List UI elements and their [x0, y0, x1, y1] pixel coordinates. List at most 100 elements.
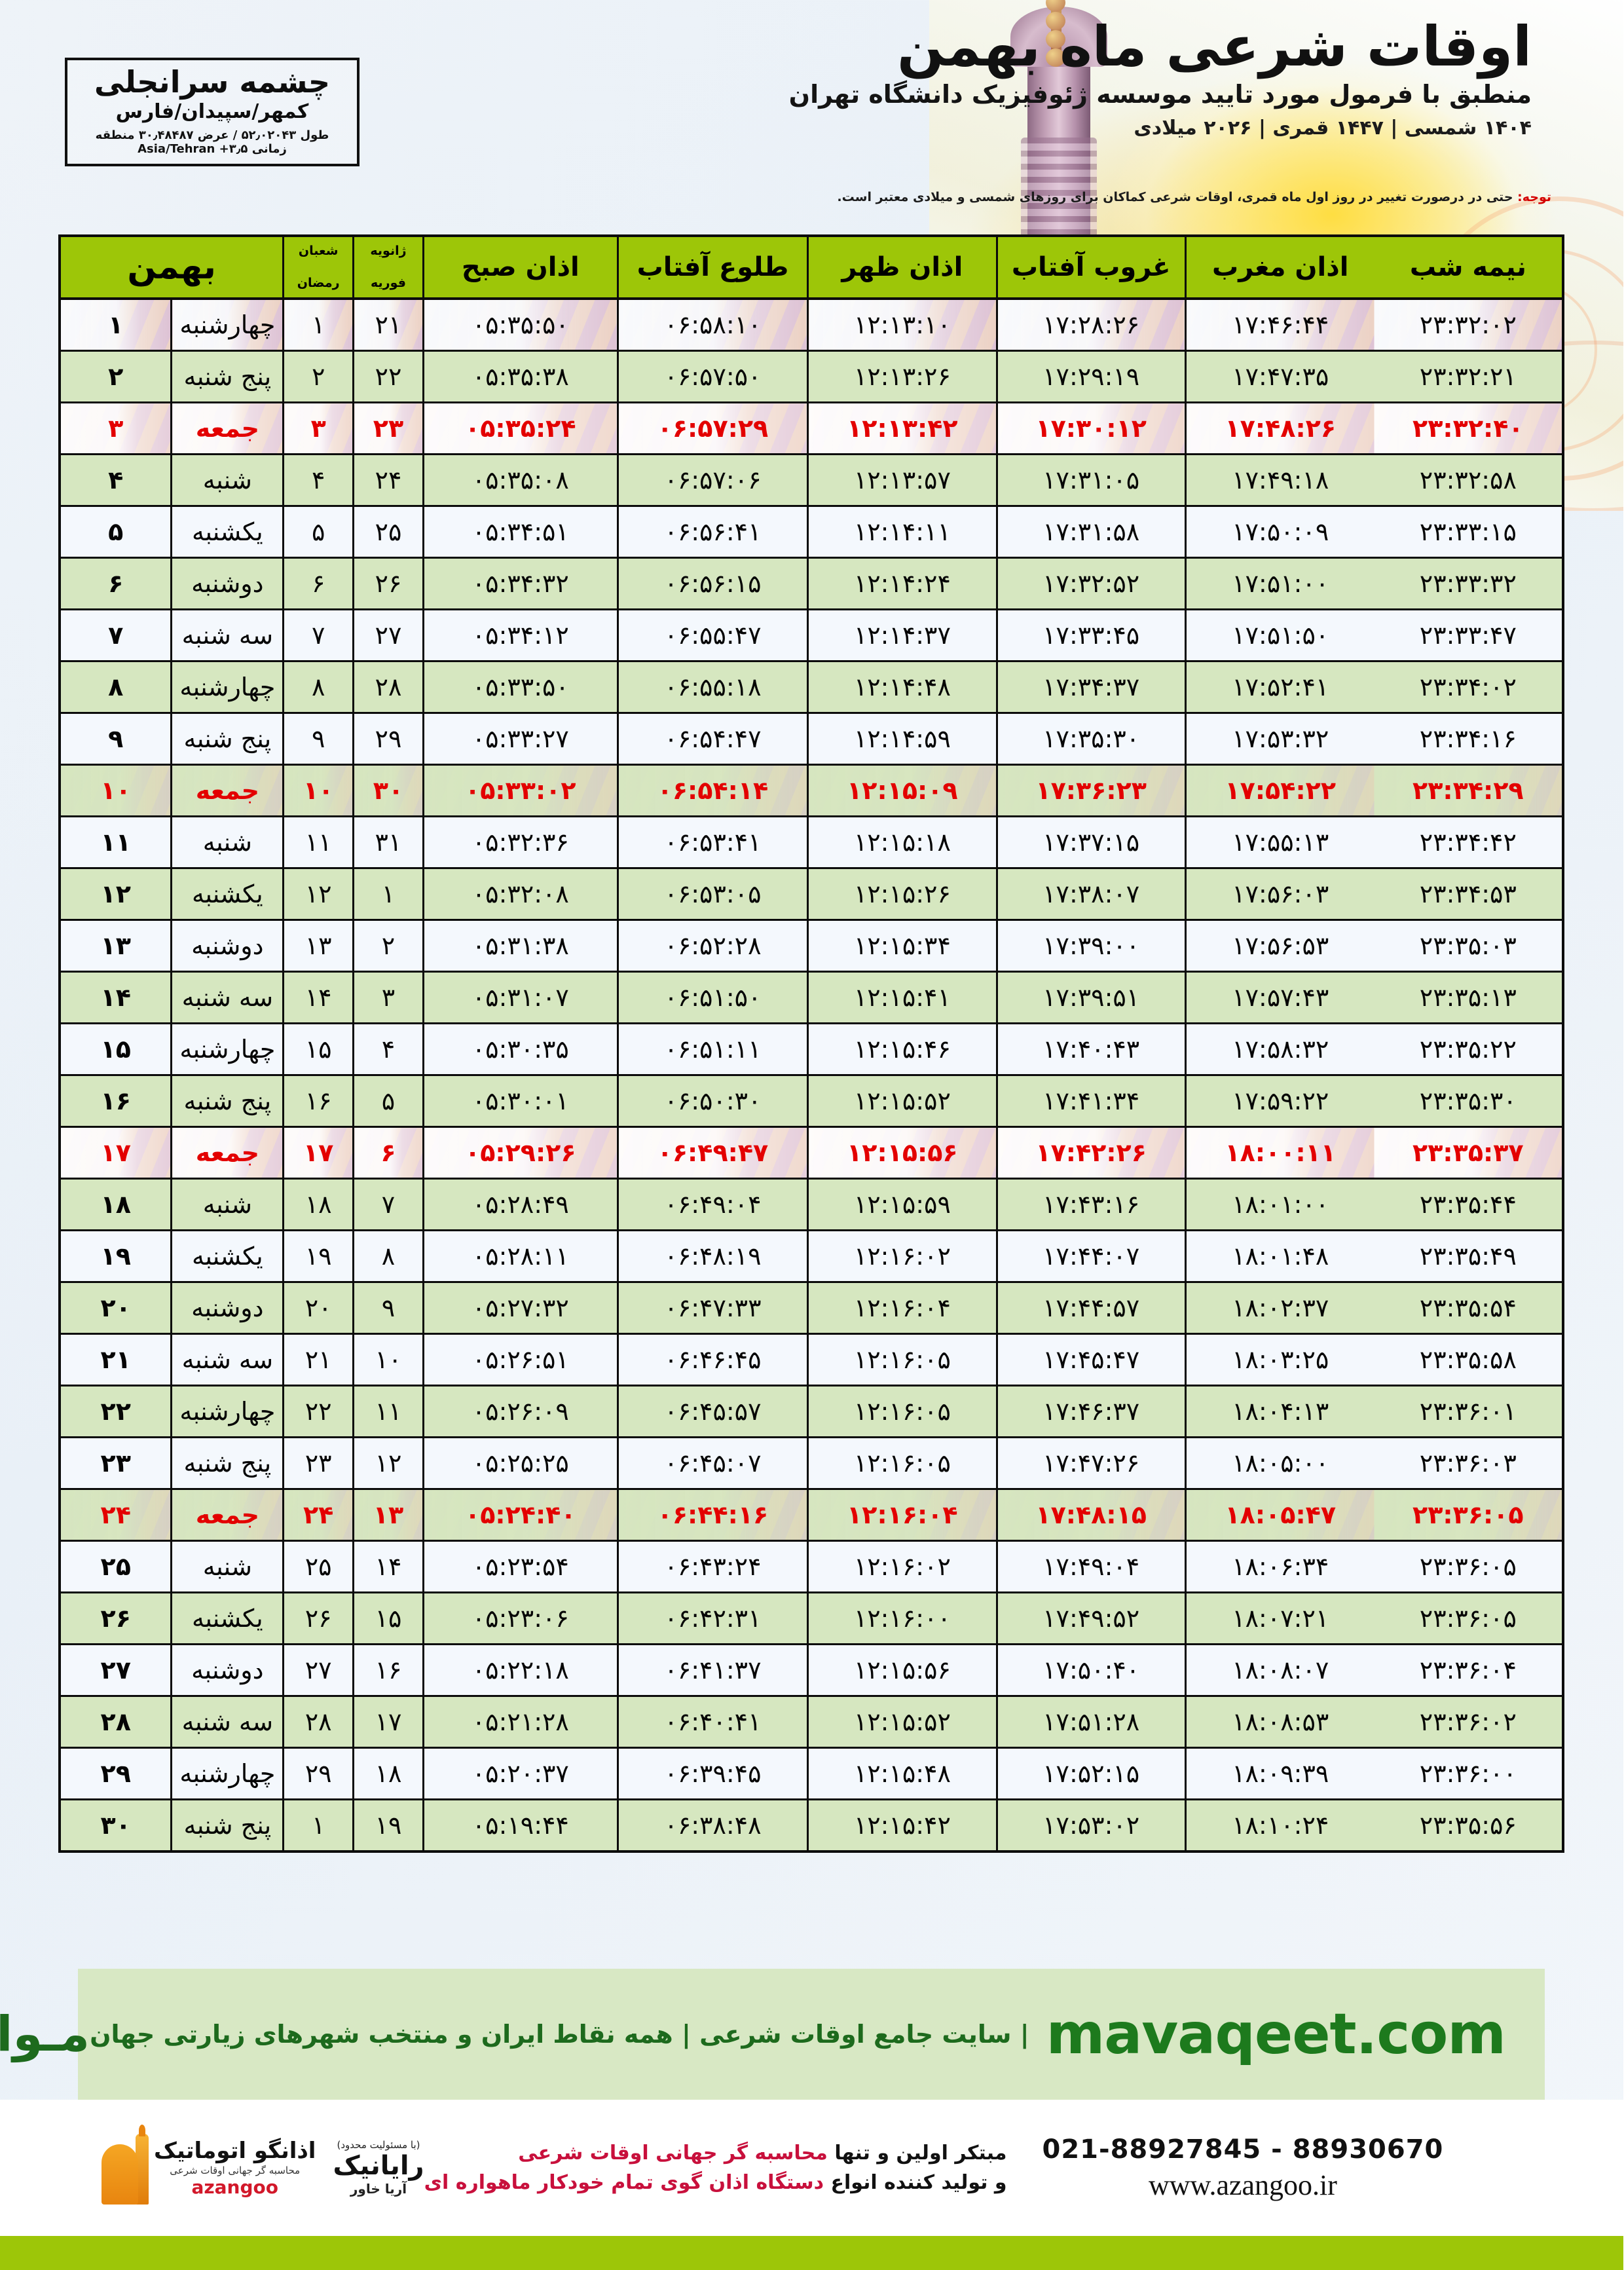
cell-tolou: ۰۶:۵۳:۰۵	[617, 868, 809, 921]
table-row: ۲۳:۳۶:۰۱ ۱۸:۰۴:۱۳ ۱۷:۴۶:۳۷ ۱۲:۱۶:۰۵ ۰۶:۴۵:۵۷…	[59, 1385, 1564, 1438]
cell-weekday: شنبه	[171, 1540, 284, 1593]
cell-nimeshab: ۲۳:۳۴:۵۳	[1375, 868, 1564, 921]
cell-weekday: پنج شنبه	[171, 1799, 284, 1851]
cell-maghreb: ۱۸:۰۳:۲۵	[1185, 1333, 1375, 1386]
cell-lunar: ۱	[283, 299, 354, 352]
cell-lunar: ۲۲	[283, 1385, 354, 1438]
table-row: ۲۳:۳۴:۱۶ ۱۷:۵۳:۳۲ ۱۷:۳۵:۳۰ ۱۲:۱۴:۵۹ ۰۶:۵۴:۴۷…	[59, 713, 1564, 766]
cell-greg: ۱۵	[353, 1592, 424, 1645]
cell-ghoroub: ۱۷:۳۱:۵۸	[996, 506, 1187, 559]
cell-lunar: ۲۶	[283, 1592, 354, 1645]
table-body: ۲۳:۳۲:۰۲ ۱۷:۴۶:۴۴ ۱۷:۲۸:۲۶ ۱۲:۱۳:۱۰ ۰۶:۵۸:۱۰…	[59, 299, 1564, 1851]
cell-weekday: پنج شنبه	[171, 350, 284, 403]
cell-weekday: چهارشنبه	[171, 1385, 284, 1438]
cell-sobh: ۰۵:۳۳:۵۰	[422, 661, 619, 714]
cell-lunar: ۹	[283, 713, 354, 766]
cell-weekday: یکشنبه	[171, 868, 284, 921]
cell-weekday: سه شنبه	[171, 1696, 284, 1749]
cell-ghoroub: ۱۷:۴۹:۰۴	[996, 1540, 1187, 1593]
cell-zohr: ۱۲:۱۴:۳۷	[807, 609, 998, 662]
table-row: ۲۳:۳۳:۱۵ ۱۷:۵۰:۰۹ ۱۷:۳۱:۵۸ ۱۲:۱۴:۱۱ ۰۶:۵۶:۴۱…	[59, 506, 1564, 559]
cell-nimeshab: ۲۳:۳۵:۱۳	[1375, 971, 1564, 1024]
cell-nimeshab: ۲۳:۳۶:۰۵	[1375, 1592, 1564, 1645]
lunar-month-top: شعبان	[299, 244, 339, 258]
cell-ghoroub: ۱۷:۳۲:۵۲	[996, 557, 1187, 610]
cell-sobh: ۰۵:۳۴:۳۲	[422, 557, 619, 610]
cell-ghoroub: ۱۷:۴۳:۱۶	[996, 1178, 1187, 1231]
table-row: ۲۳:۳۴:۴۲ ۱۷:۵۵:۱۳ ۱۷:۳۷:۱۵ ۱۲:۱۵:۱۸ ۰۶:۵۳:۴۱…	[59, 816, 1564, 869]
cell-greg: ۲	[353, 920, 424, 973]
cell-day: ۴	[59, 454, 172, 507]
azangoo-subtitle: محاسبه گر جهانی اوقات شرعی	[170, 2164, 301, 2176]
cell-maghreb: ۱۸:۱۰:۲۴	[1185, 1799, 1375, 1851]
cell-day: ۶	[59, 557, 172, 610]
azangoo-logo: اذانگو اتوماتیک محاسبه گر جهانی اوقات شر…	[92, 2125, 316, 2205]
cell-zohr: ۱۲:۱۵:۴۶	[807, 1023, 998, 1076]
table-row: ۲۳:۳۵:۵۶ ۱۸:۱۰:۲۴ ۱۷:۵۳:۰۲ ۱۲:۱۵:۴۲ ۰۶:۳۸:۴۸…	[59, 1799, 1564, 1851]
cell-ghoroub: ۱۷:۴۲:۲۶	[996, 1126, 1187, 1180]
cell-greg: ۱۸	[353, 1747, 424, 1800]
cell-greg: ۶	[353, 1126, 424, 1180]
cell-sobh: ۰۵:۳۳:۲۷	[422, 713, 619, 766]
cell-nimeshab: ۲۳:۳۶:۰۳	[1375, 1437, 1564, 1490]
cell-tolou: ۰۶:۴۸:۱۹	[617, 1230, 809, 1283]
cell-maghreb: ۱۷:۵۹:۲۲	[1185, 1075, 1375, 1128]
cell-zohr: ۱۲:۱۵:۳۴	[807, 920, 998, 973]
azangoo-text-block: اذانگو اتوماتیک محاسبه گر جهانی اوقات شر…	[155, 2140, 316, 2197]
promo-line2-black: و تولید کننده انواع	[824, 2171, 1008, 2194]
table-row: ۲۳:۳۲:۲۱ ۱۷:۴۷:۳۵ ۱۷:۲۹:۱۹ ۱۲:۱۳:۲۶ ۰۶:۵۷:۵۰…	[59, 350, 1564, 403]
location-box: چشمه سرانجلی کمهر/سپیدان/فارس طول ۵۲٫۰۲۰…	[65, 58, 360, 167]
cell-greg: ۱۷	[353, 1696, 424, 1749]
table-row: ۲۳:۳۵:۲۲ ۱۷:۵۸:۳۲ ۱۷:۴۰:۴۳ ۱۲:۱۵:۴۶ ۰۶:۵۱:۱۱…	[59, 1023, 1564, 1076]
cell-lunar: ۲۵	[283, 1540, 354, 1593]
cell-ghoroub: ۱۷:۴۹:۵۲	[996, 1592, 1187, 1645]
cell-weekday: چهارشنبه	[171, 1023, 284, 1076]
cell-weekday: دوشنبه	[171, 920, 284, 973]
contact-website[interactable]: www.azangoo.ir	[1149, 2168, 1338, 2201]
cell-ghoroub: ۱۷:۵۱:۲۸	[996, 1696, 1187, 1749]
cell-zohr: ۱۲:۱۵:۴۸	[807, 1747, 998, 1800]
cell-weekday: دوشنبه	[171, 1644, 284, 1697]
page-footer: mavaqeet.com | سایت جامع اوقات شرعی | هم…	[0, 1969, 1624, 2270]
brand-website-link[interactable]: mavaqeet.com	[1046, 2001, 1507, 2067]
brand-bar: mavaqeet.com | سایت جامع اوقات شرعی | هم…	[0, 1969, 1545, 2100]
cell-greg: ۹	[353, 1282, 424, 1335]
cell-ghoroub: ۱۷:۴۴:۵۷	[996, 1282, 1187, 1335]
cell-sobh: ۰۵:۳۲:۰۸	[422, 868, 619, 921]
cell-maghreb: ۱۸:۰۸:۰۷	[1185, 1644, 1375, 1697]
cell-nimeshab: ۲۳:۳۶:۰۴	[1375, 1644, 1564, 1697]
cell-zohr: ۱۲:۱۶:۰۵	[807, 1385, 998, 1438]
cell-nimeshab: ۲۳:۳۵:۳۰	[1375, 1075, 1564, 1128]
cell-lunar: ۲۴	[283, 1489, 354, 1542]
cell-ghoroub: ۱۷:۳۶:۲۳	[996, 764, 1187, 817]
location-city: چشمه سرانجلی	[94, 64, 331, 100]
azangoo-title-en: azangoo	[192, 2176, 279, 2198]
mosque-dome-icon	[102, 2144, 139, 2205]
table-row: ۲۳:۳۴:۰۲ ۱۷:۵۲:۴۱ ۱۷:۳۴:۳۷ ۱۲:۱۴:۴۸ ۰۶:۵۵:۱۸…	[59, 661, 1564, 714]
cell-ghoroub: ۱۷:۴۵:۴۷	[996, 1333, 1187, 1386]
cell-sobh: ۰۵:۳۴:۵۱	[422, 506, 619, 559]
mosque-icon	[92, 2125, 149, 2205]
cell-zohr: ۱۲:۱۶:۰۴	[807, 1282, 998, 1335]
location-region: کمهر/سپیدان/فارس	[116, 100, 310, 123]
cell-sobh: ۰۵:۳۵:۳۸	[422, 350, 619, 403]
cell-zohr: ۱۲:۱۵:۵۲	[807, 1696, 998, 1749]
cell-nimeshab: ۲۳:۳۴:۱۶	[1375, 713, 1564, 766]
calendar-years: ۱۴۰۴ شمسی | ۱۴۴۷ قمری | ۲۰۲۶ میلادی	[1134, 116, 1532, 140]
table-row: ۲۳:۳۶:۰۴ ۱۸:۰۸:۰۷ ۱۷:۵۰:۴۰ ۱۲:۱۵:۵۶ ۰۶:۴۱:۳۷…	[59, 1644, 1564, 1697]
mosque-tip-icon	[139, 2125, 146, 2136]
cell-lunar: ۷	[283, 609, 354, 662]
promo-row: 021-88927845 - 88930670 www.azangoo.ir م…	[0, 2100, 1624, 2236]
cell-tolou: ۰۶:۴۳:۲۴	[617, 1540, 809, 1593]
page-header: اوقات شرعی ماه بهمن منطبق با فرمول مورد …	[0, 0, 1624, 216]
table-row: ۲۳:۳۶:۰۳ ۱۸:۰۵:۰۰ ۱۷:۴۷:۲۶ ۱۲:۱۶:۰۵ ۰۶:۴۵:۰۷…	[59, 1437, 1564, 1490]
cell-weekday: پنج شنبه	[171, 1075, 284, 1128]
cell-greg: ۲۴	[353, 454, 424, 507]
cell-weekday: چهارشنبه	[171, 299, 284, 352]
cell-day: ۳۰	[59, 1799, 172, 1851]
cell-sobh: ۰۵:۲۹:۲۶	[422, 1126, 619, 1180]
promo-line1-black: مبتکر اولین و تنها	[828, 2142, 1008, 2165]
cell-weekday: سه شنبه	[171, 971, 284, 1024]
cell-nimeshab: ۲۳:۳۵:۲۲	[1375, 1023, 1564, 1076]
cell-tolou: ۰۶:۵۸:۱۰	[617, 299, 809, 352]
